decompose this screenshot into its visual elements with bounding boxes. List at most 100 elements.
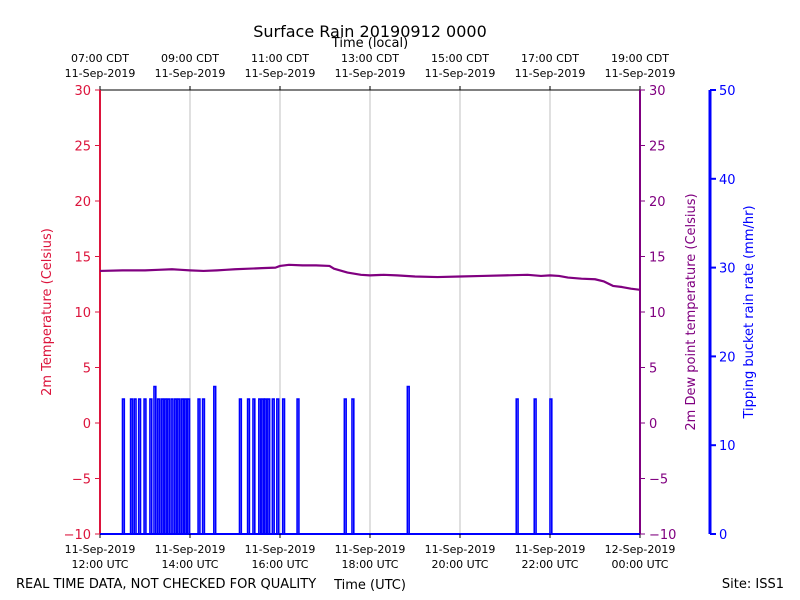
rain-rate-spike	[238, 398, 243, 534]
rain-rate-spike	[177, 398, 181, 534]
x-tick-label-local-time: 19:00 CDT	[611, 52, 669, 65]
x-tick-label-local-time: 13:00 CDT	[341, 52, 399, 65]
x-tick-label-local-time: 17:00 CDT	[521, 52, 579, 65]
rain-rate-spike	[267, 398, 271, 534]
y-right-inner-tick-label: 20	[649, 195, 666, 210]
rain-rate-spike	[246, 398, 251, 534]
x-tick-label-local-time: 07:00 CDT	[71, 52, 129, 65]
y-left-tick-label: −5	[72, 473, 91, 488]
y-left-tick-label: −10	[64, 528, 91, 543]
footer-site: Site: ISS1	[722, 577, 784, 592]
y-right-outer-tick-label: 20	[719, 350, 736, 365]
rain-rate-spike	[121, 398, 126, 534]
x-tick-label-local-time: 15:00 CDT	[431, 52, 489, 65]
rain-rate-spike	[180, 398, 185, 534]
x-top-axis-label: Time (local)	[331, 36, 408, 51]
x-tick-label-utc-date: 12-Sep-2019	[605, 543, 676, 556]
rain-rate-spike	[133, 398, 137, 534]
y-left-tick-label: 30	[74, 84, 91, 99]
rain-rate-spike	[183, 398, 188, 534]
rain-rate-spike	[533, 398, 537, 534]
y-right-inner-tick-label: 30	[649, 84, 666, 99]
y-right-outer-tick-label: 50	[719, 84, 736, 99]
x-tick-label-utc-time: 18:00 UTC	[341, 558, 398, 571]
x-tick-label-local-date: 11-Sep-2019	[515, 67, 586, 80]
x-tick-label-local-date: 11-Sep-2019	[245, 67, 316, 80]
x-tick-label-local-date: 11-Sep-2019	[425, 67, 496, 80]
rain-rate-spike	[166, 398, 171, 534]
x-bottom-axis-label: Time (UTC)	[333, 578, 406, 593]
y-left-tick-label: 10	[74, 306, 91, 321]
x-tick-label-utc-time: 22:00 UTC	[521, 558, 578, 571]
y-right-outer-tick-label: 30	[719, 262, 736, 277]
y-left-tick-label: 15	[74, 251, 91, 266]
ticks-layer: 11-Sep-2019 12:00 UTC 07:00 CDT 11-Sep-2019…	[64, 52, 736, 571]
y-left-tick-label: 25	[74, 140, 91, 155]
rain-rate-spike	[160, 398, 164, 534]
rain-rate-spike	[156, 398, 161, 534]
dewpoint-series-line	[99, 263, 641, 291]
y-right-inner-tick-label: 25	[649, 140, 666, 155]
x-tick-label-utc-time: 12:00 UTC	[71, 558, 128, 571]
rain-rate-spike	[173, 398, 178, 534]
x-tick-label-local-time: 09:00 CDT	[161, 52, 219, 65]
rain-rate-spike	[129, 398, 134, 534]
x-tick-label-utc-time: 14:00 UTC	[161, 558, 218, 571]
x-tick-label-utc-date: 11-Sep-2019	[425, 543, 496, 556]
x-tick-label-utc-date: 11-Sep-2019	[245, 543, 316, 556]
y-left-tick-label: 20	[74, 195, 91, 210]
chart-title: Surface Rain 20190912 0000	[253, 22, 487, 41]
rain-rate-spike	[271, 398, 275, 534]
y-right-outer-axis-label: Tipping bucket rain rate (mm/hr)	[742, 205, 757, 419]
y-right-inner-tick-label: 5	[649, 362, 657, 377]
rain-rate-spike	[281, 398, 286, 534]
y-right-inner-tick-label: 0	[649, 417, 657, 432]
rain-rate-spike	[351, 398, 355, 534]
y-right-inner-tick-label: 10	[649, 306, 666, 321]
series-layer	[99, 263, 641, 535]
x-tick-label-utc-date: 11-Sep-2019	[335, 543, 406, 556]
rain-rate-spike	[515, 398, 519, 534]
y-right-outer-tick-label: 40	[719, 173, 736, 188]
x-tick-label-utc-time: 00:00 UTC	[611, 558, 668, 571]
x-tick-label-local-date: 11-Sep-2019	[335, 67, 406, 80]
rain-rate-spike	[143, 398, 147, 534]
rain-rate-spike	[153, 385, 157, 534]
y-right-inner-tick-label: −10	[649, 528, 676, 543]
x-tick-label-local-date: 11-Sep-2019	[155, 67, 226, 80]
rain-rate-spike	[549, 398, 553, 534]
rain-rate-spike	[261, 398, 265, 534]
rain-rate-spike	[149, 398, 153, 534]
rain-rate-spike	[163, 398, 167, 534]
x-tick-label-utc-time: 16:00 UTC	[251, 558, 308, 571]
y-right-outer-tick-label: 10	[719, 439, 736, 454]
y-right-outer-tick-label: 0	[719, 528, 727, 543]
x-tick-label-local-date: 11-Sep-2019	[65, 67, 136, 80]
rain-rate-spike	[263, 398, 268, 534]
y-right-inner-tick-label: −5	[649, 473, 668, 488]
x-tick-label-local-time: 11:00 CDT	[251, 52, 309, 65]
rain-rate-spike	[343, 398, 347, 534]
y-right-inner-tick-label: 15	[649, 251, 666, 266]
x-tick-label-utc-date: 11-Sep-2019	[65, 543, 136, 556]
rain-rate-spike	[258, 398, 262, 534]
rain-rate-spike	[186, 398, 191, 534]
rain-rate-spike	[276, 398, 280, 534]
y-right-inner-axis-label: 2m Dew point temperature (Celsius)	[684, 193, 699, 430]
y-left-tick-label: 0	[83, 417, 91, 432]
rain-rate-spike	[252, 398, 256, 534]
footer-disclaimer: REAL TIME DATA, NOT CHECKED FOR QUALITY	[16, 577, 316, 592]
rain-rate-spike	[197, 398, 201, 534]
rain-rate-spike	[137, 398, 142, 534]
x-tick-label-local-date: 11-Sep-2019	[605, 67, 676, 80]
rain-rate-spike	[296, 398, 300, 534]
x-tick-label-utc-time: 20:00 UTC	[431, 558, 488, 571]
x-tick-label-utc-date: 11-Sep-2019	[515, 543, 586, 556]
y-left-axis-label: 2m Temperature (Celsius)	[40, 228, 55, 396]
rain-rate-spike	[406, 385, 410, 534]
x-tick-label-utc-date: 11-Sep-2019	[155, 543, 226, 556]
rain-rate-spike	[213, 385, 217, 534]
y-left-tick-label: 5	[83, 362, 91, 377]
rain-rate-spike	[201, 398, 206, 534]
